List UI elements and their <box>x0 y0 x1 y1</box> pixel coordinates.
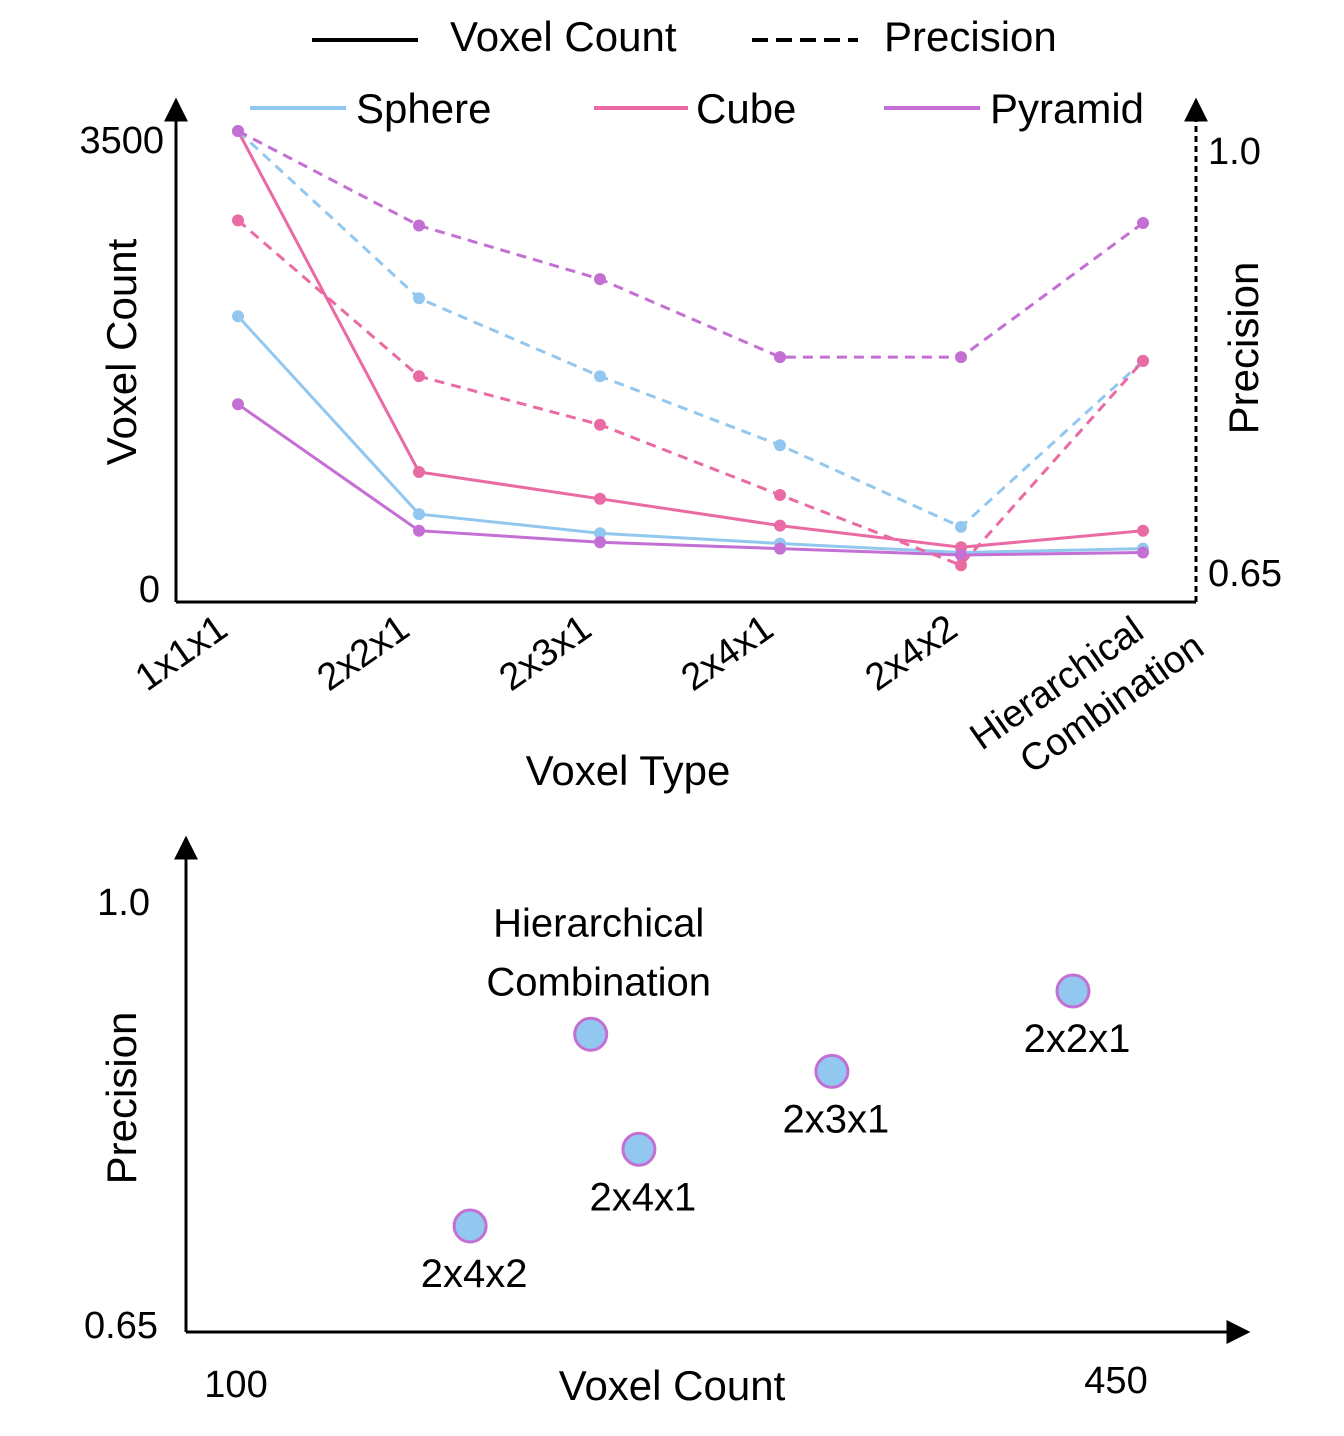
x-tick-label-hierarchical-combination: Hierarchical Combination <box>963 609 1212 782</box>
scatter-point-hierarchical-combination-label-line2: Combination <box>486 960 711 1004</box>
bottom-y-tick-max: 1.0 <box>97 882 150 924</box>
series-cube-precision-point-2x4x1 <box>774 489 786 501</box>
bottom-chart: 1.0 0.65 100 450 Voxel Count Precision H… <box>84 835 1251 1409</box>
series-sphere-precision-point-2x3x1 <box>594 370 606 383</box>
series-cube-voxel-count-point-2x2x1 <box>413 466 425 478</box>
x-tick-label-2x4x2: 2x4x2 <box>858 607 965 700</box>
series-cube-voxel-count-line <box>236 130 1144 549</box>
x-tick-label-2x2x1: 2x2x1 <box>310 607 417 700</box>
top-chart: Voxel Count Precision Sphere Cube Pyrami… <box>79 13 1282 794</box>
series-cube-precision-line <box>237 219 1145 567</box>
series-pyramid-voxel-count-point-2x4x2 <box>955 549 967 561</box>
series-pyramid-voxel-count-point-2x4x1 <box>774 542 786 555</box>
bottom-y-tick-min: 0.65 <box>84 1305 158 1347</box>
series-cube-precision-point-2x3x1 <box>594 418 606 431</box>
color-legend-pyramid-label: Pyramid <box>990 85 1144 132</box>
top-y-tick-max: 3500 <box>79 120 164 162</box>
scatter-point-2x4x1 <box>621 1131 657 1167</box>
series-pyramid-voxel-count-line <box>237 403 1144 557</box>
x-tick-label-1x1x1: 1x1x1 <box>128 607 235 700</box>
bottom-x-tick-max: 450 <box>1084 1360 1147 1402</box>
series-pyramid-precision-point-2x3x1 <box>594 273 606 286</box>
series-sphere-precision-line <box>236 129 1145 529</box>
scatter-point-2x2x1 <box>1055 973 1091 1009</box>
x-tick-label-2x3x1: 2x3x1 <box>492 607 599 700</box>
series-cube-precision-point-hierarchical-combination <box>1137 354 1149 367</box>
series-sphere-voxel-count-point-2x3x1 <box>594 527 606 540</box>
series-cube-precision-point-1x1x1 <box>232 214 244 227</box>
bottom-x-axis-label: Voxel Count <box>559 1362 786 1409</box>
series-cube-voxel-count-point-2x4x1 <box>774 519 786 532</box>
series-pyramid-precision-point-2x2x1 <box>413 219 425 232</box>
scatter-point-2x3x1-label: 2x3x1 <box>783 1097 890 1141</box>
top-y2-tick-max: 1.0 <box>1208 131 1261 173</box>
series-cube-voxel-count-point-hierarchical-combination <box>1137 524 1149 537</box>
bottom-x-tick-min: 100 <box>204 1364 267 1406</box>
scatter-points-group: Hierarchical Combination 2x2x1 2x3x1 2x4x1 2x… <box>421 901 1131 1296</box>
scatter-point-2x2x1-label: 2x2x1 <box>1024 1017 1131 1061</box>
style-legend-solid-label: Voxel Count <box>450 13 677 60</box>
series-sphere-voxel-count-line <box>236 315 1144 555</box>
top-series-group <box>232 125 1149 572</box>
top-y2-axis-label: Precision <box>1220 262 1267 435</box>
color-legend-cube-label: Cube <box>696 85 796 132</box>
scatter-point-2x4x1-label: 2x4x1 <box>590 1175 697 1219</box>
series-cube-precision-point-2x4x2 <box>955 559 967 572</box>
scatter-point-hierarchical-combination-label-line1: Hierarchical <box>493 901 704 945</box>
color-legend-sphere-label: Sphere <box>356 85 491 132</box>
color-legend: Sphere Cube Pyramid <box>250 85 1144 132</box>
scatter-point-2x4x2-label: 2x4x2 <box>421 1252 528 1296</box>
series-pyramid-precision-point-1x1x1 <box>232 125 244 137</box>
scatter-point-2x3x1 <box>814 1053 850 1089</box>
bottom-y-axis-label: Precision <box>98 1012 145 1185</box>
scatter-point-hierarchical-combination <box>573 1016 609 1052</box>
series-pyramid-voxel-count-point-1x1x1 <box>232 398 244 411</box>
x-tick-label-2x4x1: 2x4x1 <box>674 607 781 700</box>
top-y-tick-min: 0 <box>139 569 160 611</box>
series-sphere-precision-point-2x2x1 <box>413 292 425 305</box>
series-sphere-precision-point-2x4x1 <box>774 439 786 452</box>
style-legend-dashed-label: Precision <box>884 13 1057 60</box>
top-y2-tick-min: 0.65 <box>1208 553 1282 595</box>
series-sphere-voxel-count-point-2x2x1 <box>413 508 425 521</box>
series-pyramid-voxel-count-point-hierarchical-combination <box>1137 546 1149 559</box>
series-pyramid-precision-point-2x4x1 <box>774 351 786 364</box>
series-sphere-voxel-count-point-1x1x1 <box>232 310 244 323</box>
series-cube-precision-point-2x2x1 <box>413 370 425 383</box>
scatter-point-2x4x2 <box>452 1208 488 1244</box>
series-pyramid-voxel-count-point-2x3x1 <box>594 536 606 549</box>
series-pyramid-precision-point-2x4x2 <box>955 351 967 364</box>
series-pyramid-voxel-count-point-2x2x1 <box>413 524 425 537</box>
series-cube-voxel-count-point-2x3x1 <box>594 492 606 505</box>
style-legend: Voxel Count Precision <box>312 13 1057 60</box>
top-x-axis-label: Voxel Type <box>526 747 731 794</box>
top-y-axis-label: Voxel Count <box>98 238 145 465</box>
series-pyramid-precision-line <box>237 129 1144 359</box>
series-sphere-precision-point-2x4x2 <box>955 520 967 533</box>
series-pyramid-precision-point-hierarchical-combination <box>1137 217 1149 229</box>
